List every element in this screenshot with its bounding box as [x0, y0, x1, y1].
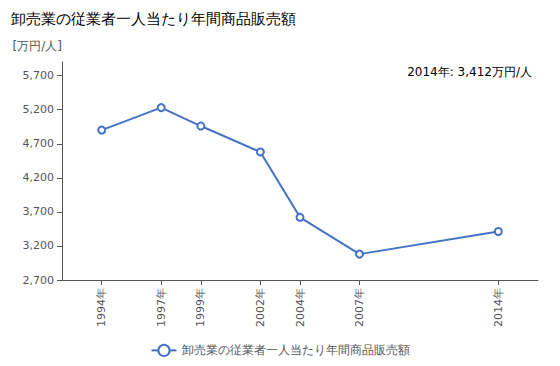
- svg-text:4,700: 4,700: [23, 137, 55, 150]
- svg-text:2,700: 2,700: [23, 274, 55, 287]
- svg-text:2007年: 2007年: [353, 288, 366, 327]
- svg-text:4,200: 4,200: [23, 171, 55, 184]
- svg-text:[万円/人]: [万円/人]: [13, 39, 62, 53]
- svg-text:2014年: 3,412万円/人: 2014年: 3,412万円/人: [407, 65, 532, 79]
- svg-text:1999年: 1999年: [194, 288, 207, 327]
- svg-text:5,200: 5,200: [23, 103, 55, 116]
- svg-text:1997年: 1997年: [155, 288, 168, 327]
- svg-text:卸売業の従業者一人当たり年間商品販売額: 卸売業の従業者一人当たり年間商品販売額: [11, 10, 296, 28]
- svg-text:1994年: 1994年: [95, 288, 108, 327]
- svg-text:3,700: 3,700: [23, 205, 55, 218]
- svg-text:2014年: 2014年: [492, 288, 505, 327]
- svg-text:3,200: 3,200: [23, 239, 55, 252]
- svg-text:2004年: 2004年: [294, 288, 307, 327]
- svg-text:2002年: 2002年: [254, 288, 267, 327]
- svg-text:卸売業の従業者一人当たり年間商品販売額: 卸売業の従業者一人当たり年間商品販売額: [182, 343, 410, 357]
- svg-text:5,700: 5,700: [23, 69, 55, 82]
